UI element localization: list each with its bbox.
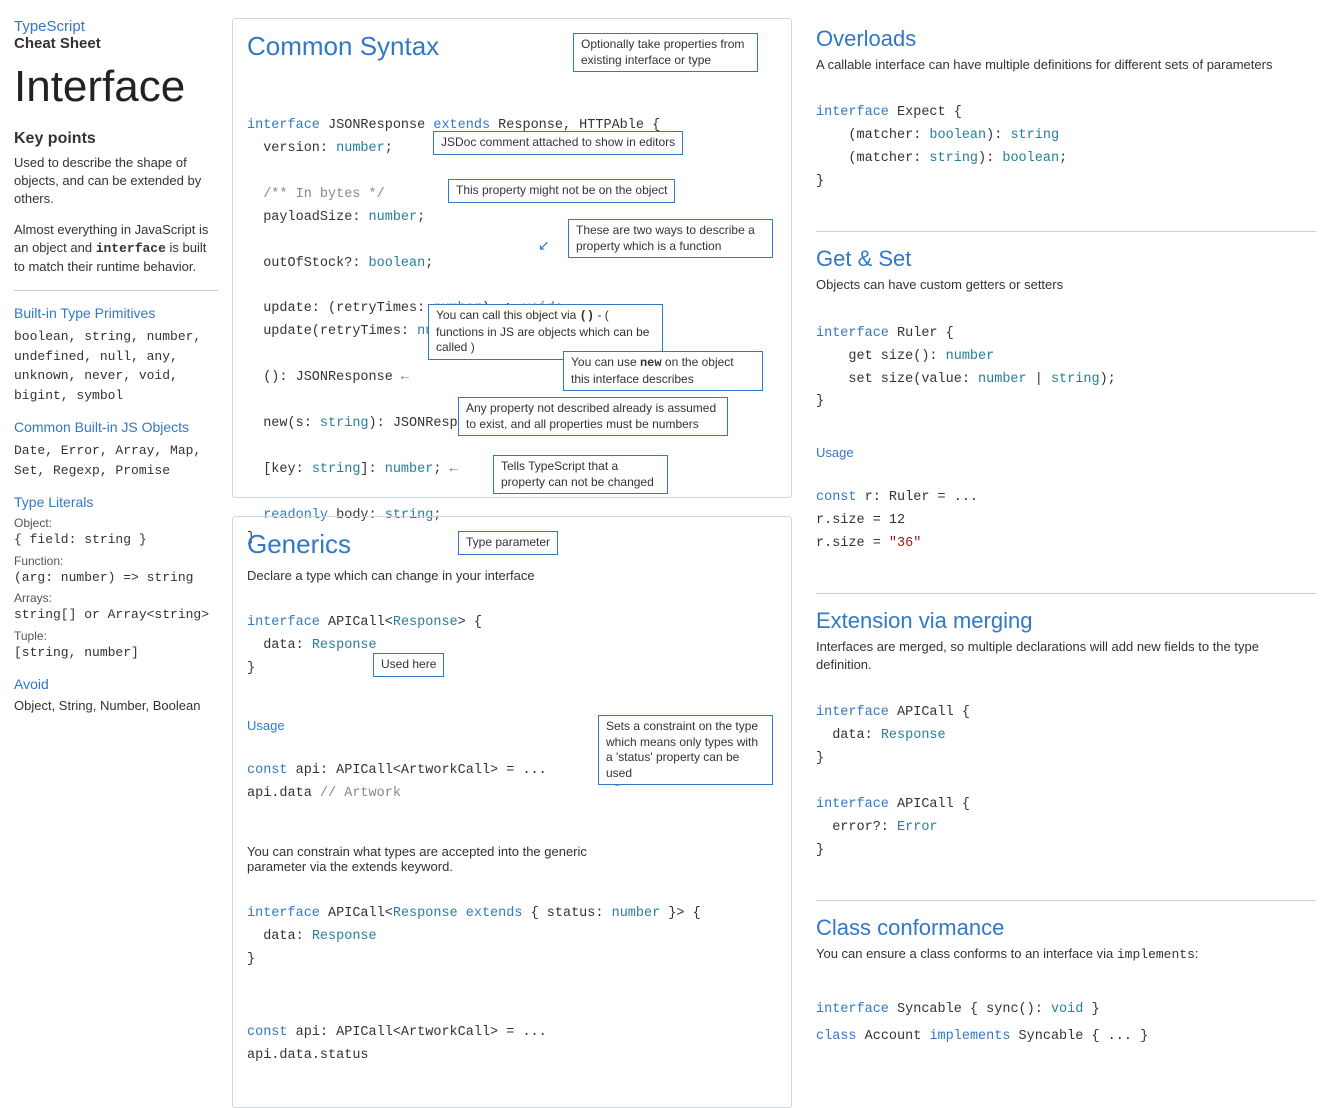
divider [816,900,1316,901]
lit-tup-code: [string, number] [14,643,218,663]
getset-title: Get & Set [816,246,1316,272]
generics-code-3: interface APICall<Response extends { sta… [247,880,777,995]
generics-panel: Generics Type parameter Declare a type w… [232,516,792,1108]
annot-readonly: Tells TypeScript that a property can not… [493,455,668,494]
annot-jsdoc: JSDoc comment attached to show in editor… [433,131,683,155]
overloads-title: Overloads [816,26,1316,52]
lit-tup-label: Tuple: [14,629,218,643]
jsobj-list: Date, Error, Array, Map, Set, Regexp, Pr… [14,441,214,480]
builtin-heading: Built-in Type Primitives [14,305,218,321]
brand-sub: Cheat Sheet [14,35,218,52]
right-column: Overloads A callable interface can have … [816,18,1316,922]
lit-fn-label: Function: [14,554,218,568]
avoid-list: Object, String, Number, Boolean [14,698,218,713]
annot-new: You can use new on the object this inter… [563,351,763,391]
main-content: Common Syntax interface JSONResponse ext… [232,18,1316,922]
conform-code: interface Syncable { sync(): void } clas… [816,969,1316,1077]
generics-constrain-desc: You can constrain what types are accepte… [247,844,587,874]
getset-desc: Objects can have custom getters or sette… [816,276,1316,294]
getset-code-2: const r: Ruler = ... r.size = 12 r.size … [816,464,1316,579]
brand-top: TypeScript [14,18,218,35]
keypoint-2: Almost everything in JavaScript is an ob… [14,221,218,277]
getset-code: interface Ruler { get size(): number set… [816,300,1316,438]
annot-type-param: Type parameter [458,531,558,555]
merging-title: Extension via merging [816,608,1316,634]
sidebar: TypeScript Cheat Sheet Interface Key poi… [14,18,232,922]
annot-function-prop: These are two ways to describe a propert… [568,219,773,258]
common-syntax-panel: Common Syntax interface JSONResponse ext… [232,18,792,498]
arrow-icon: ↙ [538,237,550,254]
divider [14,290,218,291]
divider [816,231,1316,232]
conform-title: Class conformance [816,915,1316,941]
lit-obj-label: Object: [14,516,218,530]
builtin-list: boolean, string, number, undefined, null… [14,327,214,405]
jsobj-heading: Common Built-in JS Objects [14,419,218,435]
annot-constraint: Sets a constraint on the type which mean… [598,715,773,785]
generics-code-1: interface APICall<Response> { data: Resp… [247,589,777,704]
overloads-desc: A callable interface can have multiple d… [816,56,1316,74]
avoid-heading: Avoid [14,676,218,692]
lit-fn-code: (arg: number) => string [14,568,218,588]
generics-desc: Declare a type which can change in your … [247,568,777,583]
merging-code: interface APICall { data: Response } int… [816,679,1316,885]
conform-desc: You can ensure a class conforms to an in… [816,945,1316,964]
literals-heading: Type Literals [14,494,218,510]
keypoints-heading: Key points [14,130,218,148]
generics-code-4: const api: APICall<ArtworkCall> = ... ap… [247,999,777,1091]
merging-desc: Interfaces are merged, so multiple decla… [816,638,1316,673]
lit-obj-code: { field: string } [14,530,218,550]
annot-optional: This property might not be on the object [448,179,675,203]
middle-column: Common Syntax interface JSONResponse ext… [232,18,792,922]
keypoint-1: Used to describe the shape of objects, a… [14,154,218,209]
lit-arr-code: string[] or Array<string> [14,605,218,625]
getset-usage-h: Usage [816,445,1316,460]
annot-extends: Optionally take properties from existing… [573,33,758,72]
divider [816,593,1316,594]
lit-arr-label: Arrays: [14,591,218,605]
overloads-code: interface Expect { (matcher: boolean): s… [816,80,1316,218]
page-title: Interface [14,62,218,112]
annot-used-here: Used here [373,653,444,677]
annot-index: Any property not described already is as… [458,397,728,436]
